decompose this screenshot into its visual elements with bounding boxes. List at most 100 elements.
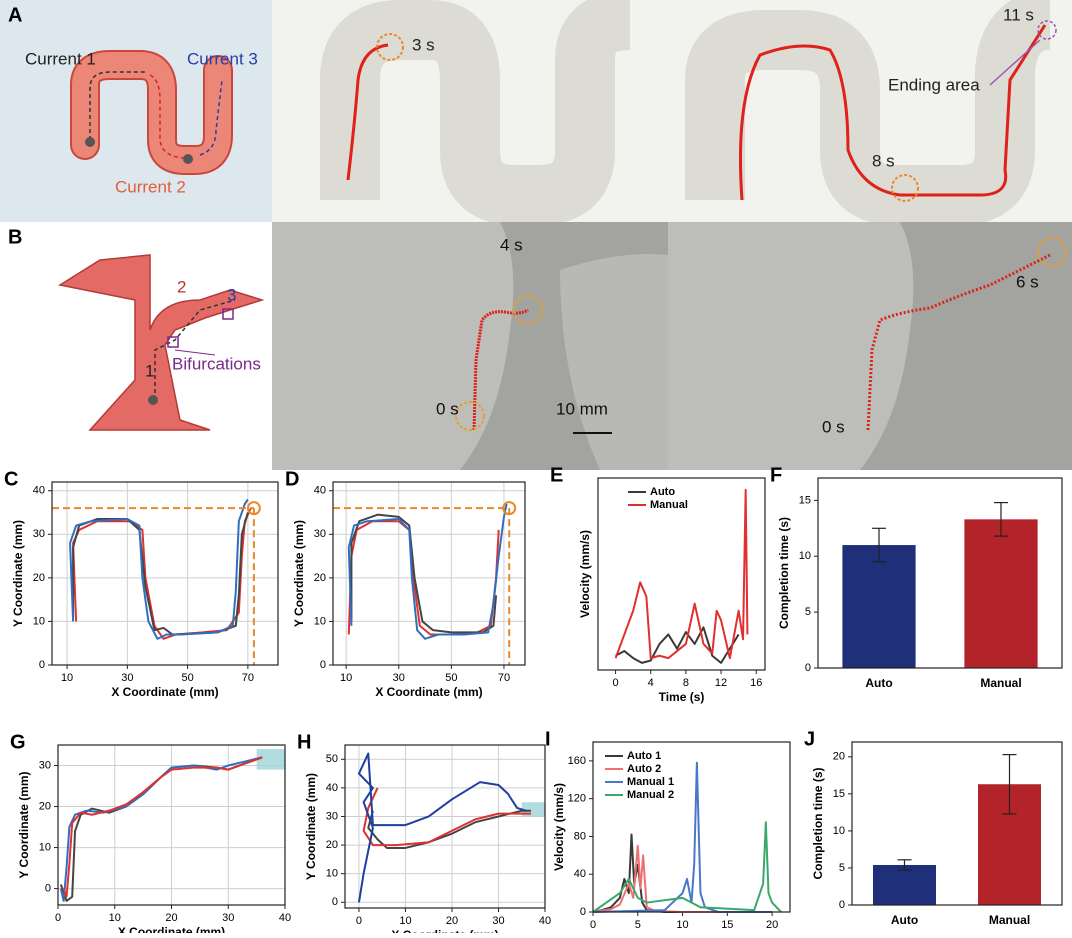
- x-tick-label: 8: [683, 677, 689, 689]
- panel-label: B: [8, 226, 22, 248]
- y-tick-label: 0: [320, 659, 326, 671]
- x-axis-title: X Coordinate (mm): [391, 928, 498, 933]
- x-tick-label: 10: [676, 919, 688, 931]
- y-axis-title: Completion time (s): [811, 767, 825, 879]
- panel-label: G: [10, 731, 26, 753]
- annotation: Current 1: [25, 49, 96, 68]
- y-tick-label: 30: [33, 528, 45, 540]
- marker: [376, 33, 404, 61]
- bar: [964, 519, 1038, 668]
- annotation: 6 s: [1016, 272, 1039, 291]
- panel-label: F: [770, 464, 782, 486]
- annotation: 2: [177, 277, 186, 296]
- annotation: 8 s: [872, 151, 895, 170]
- y-tick-label: 0: [839, 899, 845, 911]
- y-tick-label: 10: [326, 868, 338, 880]
- y-tick-label: 20: [39, 800, 51, 812]
- legend-label: Auto 2: [627, 763, 661, 775]
- y-tick-label: 10: [314, 615, 326, 627]
- annotation: Current 3: [187, 49, 258, 68]
- y-tick-label: 0: [39, 659, 45, 671]
- panel-label: A: [8, 4, 22, 26]
- marker: [1037, 237, 1067, 267]
- path: [154, 299, 236, 400]
- robot: [148, 395, 158, 405]
- path-1: [89, 71, 145, 140]
- bifurcation: [167, 336, 179, 348]
- y-tick-label: 10: [39, 841, 51, 853]
- ending-marker: [1037, 20, 1057, 40]
- y-tick-label: 10: [799, 550, 811, 562]
- bar: [873, 864, 936, 905]
- frame: [51, 481, 279, 666]
- y-tick-label: 0: [45, 882, 51, 894]
- channel: [320, 0, 632, 225]
- trajectory: [592, 844, 773, 913]
- frame: [851, 741, 1063, 906]
- trajectory: [362, 787, 532, 847]
- x-tick-label: 40: [539, 915, 551, 927]
- x-tick-label: 15: [721, 919, 733, 931]
- x-tick-label: 20: [165, 912, 177, 924]
- y-tick-label: 30: [314, 528, 326, 540]
- panel-label: I: [545, 728, 551, 750]
- y-axis-title: Y Coordinate (mm): [11, 520, 25, 627]
- panel-label: J: [804, 728, 815, 750]
- x-tick-label: 10: [109, 912, 121, 924]
- trajectory: [615, 626, 740, 664]
- x-tick-label: 10: [61, 672, 73, 684]
- y-axis-title: Y Coordinate (mm): [292, 520, 306, 627]
- y-axis-title: Velocity (mm/s): [552, 783, 566, 871]
- x-tick-label: 10: [399, 915, 411, 927]
- bifurcation: [222, 308, 234, 320]
- photo-region: [272, 222, 514, 470]
- trajectory: [59, 756, 263, 902]
- x-tick-label: 12: [715, 677, 727, 689]
- x-tick-label: Manual: [989, 913, 1030, 927]
- y-tick-label: 0: [580, 906, 586, 918]
- y-tick-label: 20: [326, 839, 338, 851]
- y-axis-title: Y Coordinate (mm): [304, 773, 318, 880]
- x-tick-label: 70: [242, 672, 254, 684]
- trajectory: [614, 488, 749, 660]
- y-tick-label: 30: [39, 759, 51, 771]
- x-tick-label: 16: [750, 677, 762, 689]
- x-tick-label: 0: [590, 919, 596, 931]
- x-tick-label: 20: [766, 919, 778, 931]
- trajectory: [592, 761, 773, 913]
- leader: [989, 39, 1041, 86]
- path-2: [149, 74, 189, 159]
- legend-label: Manual: [650, 499, 688, 511]
- y-tick-label: 5: [839, 862, 845, 874]
- annotation: 11 s: [1003, 5, 1034, 24]
- x-tick-label: Auto: [891, 913, 918, 927]
- channel: [685, 0, 1052, 225]
- target-region: [256, 749, 285, 770]
- trajectory: [69, 498, 249, 640]
- y-tick-label: 80: [574, 830, 586, 842]
- x-tick-label: Manual: [980, 676, 1021, 690]
- frame: [592, 741, 791, 913]
- x-axis-title: Time (s): [659, 690, 705, 704]
- annotation: 3 s: [412, 35, 435, 54]
- x-tick-label: 0: [613, 677, 619, 689]
- y-tick-label: 15: [833, 788, 845, 800]
- y-tick-label: 120: [568, 793, 586, 805]
- x-tick-label: 50: [445, 672, 457, 684]
- x-tick-label: 30: [393, 672, 405, 684]
- annotation: 3: [227, 285, 236, 304]
- x-tick-label: Auto: [865, 676, 892, 690]
- legend-label: Manual 1: [627, 776, 674, 788]
- x-tick-label: 30: [222, 912, 234, 924]
- panel-label: H: [297, 731, 311, 753]
- y-tick-label: 0: [332, 896, 338, 908]
- y-axis-title: Completion time (s): [777, 517, 791, 629]
- y-tick-label: 20: [314, 572, 326, 584]
- frame: [597, 477, 766, 671]
- y-tick-label: 10: [33, 615, 45, 627]
- annotation: 1: [145, 361, 154, 380]
- y-axis-title: Y Coordinate (mm): [17, 771, 31, 878]
- y-tick-label: 15: [799, 494, 811, 506]
